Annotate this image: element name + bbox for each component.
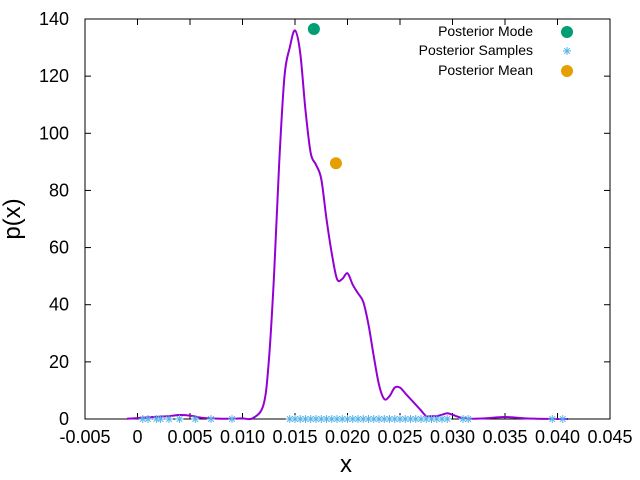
legend-marker-mode [561, 26, 573, 38]
legend: Posterior Mode Posterior Samples Posteri… [419, 23, 573, 78]
legend-label-mean: Posterior Mean [438, 62, 533, 78]
x-tick-label: 0.010 [220, 427, 265, 447]
y-tick-label: 120 [39, 66, 69, 86]
y-tick-label: 100 [39, 123, 69, 143]
legend-label-samples: Posterior Samples [419, 42, 533, 58]
posterior-sample-marker [464, 415, 473, 423]
legend-marker-mean [561, 65, 573, 77]
posterior-mode-marker [307, 23, 320, 35]
tick-labels-group: -0.005 0 0.005 0.010 0.015 0.020 0.025 0.030 0.0… [39, 9, 633, 447]
posterior-sample-marker [558, 415, 567, 423]
posterior-sample-marker [401, 415, 410, 423]
x-tick-label: 0.025 [377, 427, 422, 447]
y-tick-label: 140 [39, 9, 69, 29]
posterior-sample-marker [317, 415, 326, 423]
posterior-samples-group [138, 415, 567, 423]
posterior-sample-marker [165, 415, 173, 423]
posterior-sample-marker [207, 415, 215, 423]
y-tick-label: 60 [49, 238, 69, 258]
posterior-mean-marker [329, 157, 342, 170]
x-tick-label: 0.020 [325, 427, 370, 447]
y-tick-label: 80 [49, 180, 69, 200]
x-tick-label: 0 [132, 427, 142, 447]
posterior-sample-marker [327, 415, 336, 423]
x-tick-label: 0.035 [482, 427, 527, 447]
y-tick-label: 0 [59, 409, 69, 429]
posterior-sample-marker [548, 415, 557, 423]
x-tick-label: 0.030 [430, 427, 475, 447]
legend-marker-samples [563, 47, 571, 55]
posterior-sample-marker [156, 415, 165, 423]
posterior-sample-marker [343, 415, 352, 423]
posterior-sample-marker [364, 415, 373, 423]
x-tick-label: 0.015 [272, 427, 317, 447]
posterior-sample-marker [296, 415, 305, 423]
posterior-sample-marker [306, 415, 315, 423]
posterior-sample-marker [175, 415, 184, 423]
x-tick-label: 0.040 [535, 427, 580, 447]
y-tick-label: 20 [49, 352, 69, 372]
y-tick-label: 40 [49, 295, 69, 315]
y-axis-label: p(x) [0, 198, 26, 239]
posterior-sample-marker [191, 415, 200, 423]
x-tick-label: 0.045 [587, 427, 632, 447]
x-tick-label: -0.005 [59, 427, 110, 447]
posterior-sample-marker [144, 415, 152, 423]
posterior-sample-marker [228, 415, 236, 423]
legend-label-mode: Posterior Mode [438, 23, 533, 39]
legend-sample-star [563, 47, 571, 55]
x-tick-label: 0.005 [167, 427, 212, 447]
posterior-sample-marker [312, 415, 320, 423]
x-axis-label: x [340, 451, 352, 478]
posterior-sample-marker [443, 415, 452, 423]
